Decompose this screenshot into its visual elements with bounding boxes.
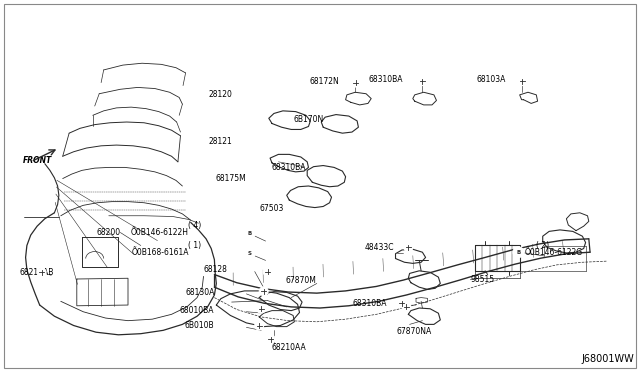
Text: S: S bbox=[248, 251, 252, 256]
Text: 6B010B: 6B010B bbox=[185, 321, 214, 330]
Text: 67870M: 67870M bbox=[286, 276, 317, 285]
Circle shape bbox=[257, 304, 266, 313]
Text: 98515: 98515 bbox=[470, 275, 495, 283]
Circle shape bbox=[418, 77, 427, 86]
Circle shape bbox=[513, 247, 524, 258]
Text: B: B bbox=[516, 250, 520, 255]
Text: 68175M: 68175M bbox=[216, 174, 246, 183]
Text: Õ0B168-6161A: Õ0B168-6161A bbox=[131, 248, 189, 257]
Circle shape bbox=[402, 302, 411, 311]
Circle shape bbox=[255, 321, 264, 330]
Text: 68210AA: 68210AA bbox=[272, 343, 307, 352]
Text: 68210AB: 68210AB bbox=[19, 268, 54, 277]
Text: 48433C: 48433C bbox=[365, 243, 394, 252]
Text: ( 2): ( 2) bbox=[536, 241, 550, 250]
Circle shape bbox=[404, 243, 413, 252]
Text: 68130A: 68130A bbox=[185, 288, 214, 296]
Text: 68200: 68200 bbox=[96, 228, 120, 237]
Circle shape bbox=[397, 299, 406, 308]
Text: ( 4): ( 4) bbox=[188, 221, 202, 230]
Text: J68001WW: J68001WW bbox=[581, 354, 634, 364]
Text: ( 1): ( 1) bbox=[188, 241, 202, 250]
Circle shape bbox=[263, 267, 272, 276]
Text: 28120: 28120 bbox=[209, 90, 232, 99]
Text: 68010BA: 68010BA bbox=[180, 306, 214, 315]
Text: Õ0B146-6122H: Õ0B146-6122H bbox=[131, 228, 189, 237]
Text: 68128: 68128 bbox=[204, 265, 227, 274]
Circle shape bbox=[351, 78, 360, 87]
Text: 68172N: 68172N bbox=[310, 77, 339, 86]
Text: 67870NA: 67870NA bbox=[397, 327, 432, 336]
Text: 68103A: 68103A bbox=[476, 76, 506, 84]
Circle shape bbox=[37, 268, 46, 277]
Text: B: B bbox=[248, 231, 252, 236]
Circle shape bbox=[259, 287, 268, 296]
Circle shape bbox=[244, 248, 255, 259]
Text: 28121: 28121 bbox=[209, 137, 232, 146]
Text: FRONT: FRONT bbox=[22, 156, 52, 165]
Text: 68310BA: 68310BA bbox=[353, 299, 387, 308]
Text: 68310BA: 68310BA bbox=[271, 163, 306, 172]
Text: 6B170N: 6B170N bbox=[294, 115, 324, 124]
Text: 68310BA: 68310BA bbox=[369, 76, 403, 84]
Circle shape bbox=[266, 335, 275, 344]
Text: 67503: 67503 bbox=[259, 204, 284, 213]
Circle shape bbox=[518, 77, 527, 86]
Text: Õ0B146-6122G: Õ0B146-6122G bbox=[525, 248, 583, 257]
Circle shape bbox=[244, 228, 255, 239]
